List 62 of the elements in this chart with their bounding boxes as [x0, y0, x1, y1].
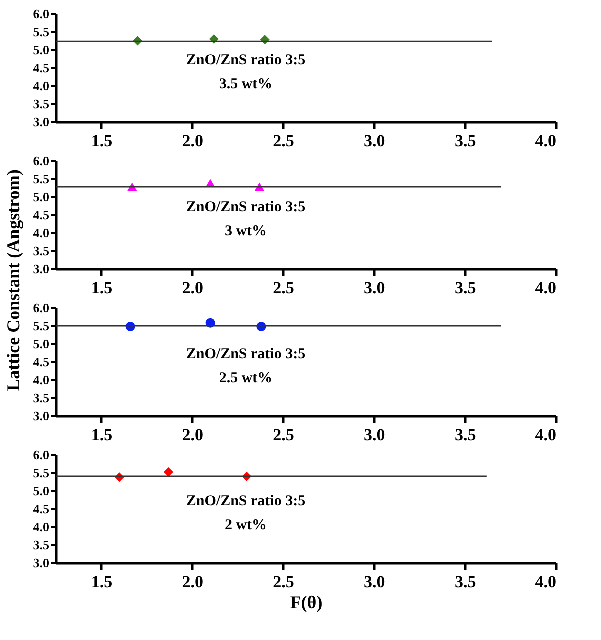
y-tick-label: 4.5 — [33, 502, 50, 516]
x-tick-label: 1.5 — [91, 572, 113, 592]
x-tick-label: 4.0 — [535, 426, 556, 444]
annotation: ZnO/ZnS ratio 3:5 — [186, 493, 306, 510]
y-tick-label: 3.0 — [33, 262, 50, 276]
x-tick-label: 2.0 — [182, 132, 204, 150]
y-tick-label: 6.0 — [33, 448, 50, 462]
y-tick-label: 4.0 — [33, 372, 50, 388]
x-axis-title: F(θ) — [290, 592, 323, 612]
y-tick-label: 5.0 — [33, 190, 50, 204]
y-tick-label: 5.5 — [33, 24, 50, 40]
y-tick-label: 5.5 — [33, 318, 50, 334]
x-tick-label: 1.5 — [91, 426, 113, 444]
x-tick-label: 3.5 — [454, 572, 476, 592]
x-tick-label: 3.5 — [454, 278, 476, 298]
y-tick-label: 5.5 — [33, 172, 50, 186]
x-tick-label: 2.5 — [273, 132, 294, 150]
x-tick-label: 2.5 — [273, 572, 294, 592]
y-tick-label: 6.0 — [33, 6, 50, 22]
x-tick-label: 4.0 — [535, 572, 556, 592]
y-tick-label: 3.5 — [33, 244, 50, 258]
x-tick-label: 2.5 — [273, 426, 294, 444]
x-tick-label: 2.5 — [273, 278, 294, 298]
x-tick-label: 3.5 — [454, 426, 476, 444]
annotation: ZnO/ZnS ratio 3:5 — [186, 199, 306, 216]
x-tick-label: 4.0 — [535, 278, 556, 298]
x-tick-label: 3.0 — [364, 278, 386, 298]
y-tick-label: 5.0 — [33, 42, 50, 58]
y-tick-label: 3.5 — [33, 390, 50, 406]
y-tick-label: 4.5 — [33, 60, 50, 76]
x-tick-label: 2.0 — [182, 278, 204, 298]
y-tick-label: 3.5 — [33, 538, 50, 552]
annotation: 3.5 wt% — [219, 76, 273, 92]
y-tick-label: 6.0 — [33, 154, 50, 168]
y-tick-label: 3.0 — [33, 556, 50, 570]
x-tick-label: 3.0 — [364, 572, 386, 592]
y-tick-label: 3.0 — [33, 114, 50, 130]
x-tick-label: 2.0 — [182, 426, 204, 444]
x-tick-label: 3.5 — [454, 132, 476, 150]
annotation: 2.5 wt% — [219, 370, 273, 386]
x-tick-label: 2.0 — [182, 572, 204, 592]
y-tick-label: 5.0 — [33, 336, 50, 352]
x-tick-label: 1.5 — [91, 132, 113, 150]
x-tick-label: 1.5 — [91, 278, 113, 298]
y-tick-label: 3.5 — [33, 96, 50, 112]
annotation: ZnO/ZnS ratio 3:5 — [186, 52, 306, 68]
y-axis-title: Lattice Constant (Angstrom) — [4, 169, 24, 391]
x-tick-label: 3.0 — [364, 426, 386, 444]
y-tick-label: 4.5 — [33, 354, 50, 370]
y-tick-label: 5.5 — [33, 466, 50, 480]
y-tick-label: 6.0 — [33, 300, 50, 316]
annotation: 3 wt% — [224, 223, 268, 240]
annotation: ZnO/ZnS ratio 3:5 — [186, 346, 306, 362]
x-tick-label: 4.0 — [535, 132, 556, 150]
y-tick-label: 4.0 — [33, 520, 50, 534]
x-tick-label: 3.0 — [364, 132, 386, 150]
y-tick-label: 4.0 — [33, 78, 50, 94]
y-tick-label: 5.0 — [33, 484, 50, 498]
y-tick-label: 4.5 — [33, 208, 50, 222]
y-tick-label: 4.0 — [33, 226, 50, 240]
annotation: 2 wt% — [224, 517, 268, 534]
y-tick-label: 3.0 — [33, 408, 50, 424]
